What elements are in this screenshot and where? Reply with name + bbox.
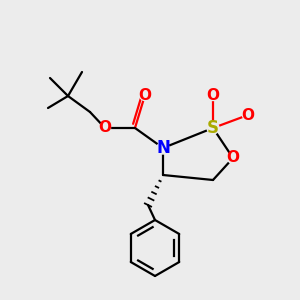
Text: O: O	[206, 88, 220, 103]
Text: O: O	[139, 88, 152, 103]
Circle shape	[227, 152, 239, 164]
Text: O: O	[226, 151, 239, 166]
Circle shape	[140, 89, 151, 100]
Circle shape	[242, 110, 253, 121]
Circle shape	[207, 122, 219, 134]
Text: N: N	[156, 139, 170, 157]
Circle shape	[157, 142, 169, 154]
Text: O: O	[98, 121, 112, 136]
Text: S: S	[207, 119, 219, 137]
Circle shape	[208, 89, 218, 100]
Text: O: O	[242, 107, 254, 122]
Circle shape	[100, 122, 110, 134]
